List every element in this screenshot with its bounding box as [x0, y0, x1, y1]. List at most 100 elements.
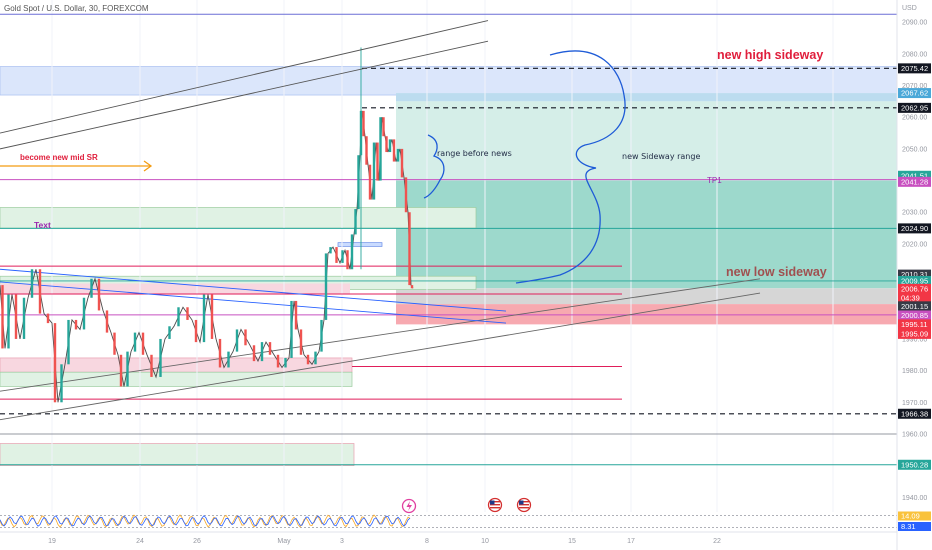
annotation-tp1: TP1 — [707, 176, 722, 185]
green-low-zone — [0, 443, 355, 467]
candle-body — [141, 332, 145, 355]
oscillator-badge-label: 14.09 — [901, 512, 920, 521]
price-badge-label: 2075.42 — [901, 64, 928, 73]
price-tick-label: 1980.00 — [902, 368, 927, 375]
candle-body — [365, 136, 368, 165]
candle-body — [133, 332, 137, 352]
candle-body — [46, 313, 50, 324]
candle-body — [354, 209, 357, 235]
price-badge-label: 2001.15 — [901, 302, 928, 311]
time-tick-label: 3 — [340, 538, 344, 545]
candle-body — [372, 142, 376, 200]
candle-body — [235, 329, 239, 352]
price-tick-label: 2080.00 — [902, 51, 927, 58]
candle-body — [67, 319, 70, 365]
candle-body — [329, 247, 332, 254]
price-badge — [898, 328, 931, 339]
price-badge — [898, 170, 931, 181]
price-badge — [898, 283, 931, 294]
candle-body — [14, 294, 18, 339]
oscillator-badge — [898, 511, 931, 521]
price-badge-label: 2062.95 — [901, 103, 928, 112]
candle-body — [341, 250, 344, 263]
pink-mid-zone — [0, 283, 350, 295]
candle-body — [74, 319, 78, 330]
candle-body — [202, 294, 206, 343]
annotation-text: Text — [34, 220, 51, 230]
time-axis[interactable]: 19 24 26 May 3 8 10 15 17 22 — [48, 538, 721, 545]
candle-body — [408, 212, 411, 286]
candle-body — [400, 148, 404, 178]
candle-body — [82, 297, 86, 330]
price-tick-label: 2090.00 — [902, 20, 927, 27]
handwritten-braces — [423, 50, 626, 284]
range-before-news-brace — [423, 134, 445, 199]
price-badge-label: 1966.38 — [901, 409, 928, 418]
price-badge — [898, 176, 931, 187]
price-badge-label: 1950.28 — [901, 460, 928, 469]
long-stop-zone — [396, 304, 897, 325]
price-tick-label: 2070.00 — [902, 83, 927, 90]
time-tick-label: 10 — [481, 538, 489, 545]
candle-body — [392, 139, 396, 162]
price-badge-label: 2010.31 — [901, 270, 928, 279]
price-tick-label: 2050.00 — [902, 146, 927, 153]
price-series-layer — [0, 110, 414, 403]
zone-layer — [0, 66, 897, 467]
green-support-zone — [0, 371, 353, 387]
candle-body — [1, 285, 4, 349]
green-demand-zone — [0, 207, 477, 229]
price-badge-label: 2009.95 — [901, 277, 928, 286]
candle-body — [159, 338, 162, 377]
orange-arrow — [0, 160, 153, 172]
blue-trendline-2 — [0, 281, 507, 324]
candle-body — [150, 354, 153, 377]
candle-body — [218, 338, 222, 368]
candle-body — [126, 351, 129, 387]
sideway-range-brace — [515, 50, 626, 284]
candle-body — [53, 323, 57, 403]
price-badge — [898, 292, 931, 303]
candle-body — [60, 364, 63, 403]
candle-body — [113, 332, 116, 355]
price-badge — [898, 310, 931, 321]
price-badge-label: 2024.90 — [901, 224, 928, 233]
price-badge — [898, 459, 931, 470]
candle-body — [22, 297, 26, 339]
price-badge-label: 2041.28 — [901, 177, 928, 186]
price-badge-label: 2000.85 — [901, 311, 928, 320]
candle-body — [268, 342, 272, 355]
candle-body — [90, 278, 93, 298]
price-badge — [898, 408, 931, 419]
annotation-new-high-sideway: new high sideway — [717, 48, 823, 62]
candle-body — [290, 300, 293, 358]
candle-body — [38, 269, 42, 314]
upper-channel-line-2 — [0, 40, 489, 150]
candle-body — [410, 285, 414, 289]
upper-channel-line-1 — [0, 20, 489, 134]
price-badge — [898, 301, 931, 312]
oscillator-background — [0, 512, 897, 532]
price-badge-label: 2067.62 — [901, 89, 928, 98]
oscillator-badge-label: 8.31 — [901, 522, 916, 531]
small-blue-box — [337, 242, 383, 247]
price-badge-label: 2006.76 — [901, 284, 928, 293]
annotation-mid-sr: become new mid SR — [20, 153, 98, 162]
candle-body — [186, 307, 189, 320]
oscillator-badges: 14.098.31 — [898, 511, 931, 531]
candle-body — [276, 354, 280, 368]
us-flag-event-icon[interactable] — [487, 497, 503, 513]
price-badge — [898, 319, 931, 330]
price-badge — [898, 223, 931, 234]
candle-body — [320, 319, 323, 352]
us-flag-event-icon[interactable] — [516, 497, 532, 513]
candle-body — [357, 155, 360, 210]
candle-body — [396, 148, 400, 162]
candle-body — [177, 307, 180, 327]
candle-body — [388, 139, 392, 153]
lightning-event-icon[interactable] — [401, 498, 417, 514]
candle-body — [385, 136, 388, 153]
candle-body — [105, 310, 109, 333]
